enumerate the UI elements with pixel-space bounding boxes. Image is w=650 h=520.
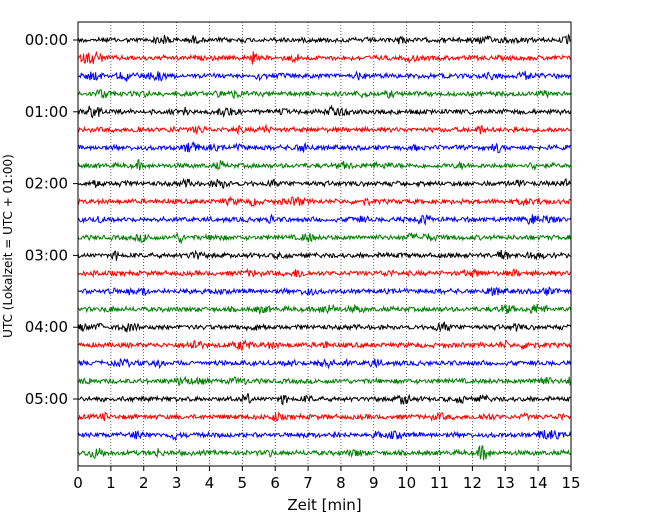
trace-0130 xyxy=(77,141,572,154)
y-tick-label: 05:00 xyxy=(25,390,68,408)
trace-0045 xyxy=(77,88,572,100)
x-tick-label: 12 xyxy=(463,474,482,492)
trace-0230 xyxy=(77,213,572,226)
trace-0430 xyxy=(77,357,572,370)
trace-0300 xyxy=(77,249,571,261)
x-tick-label: 10 xyxy=(397,474,416,492)
trace-0030 xyxy=(77,70,572,82)
seismic-traces xyxy=(77,33,572,461)
trace-0415 xyxy=(77,338,572,352)
trace-0100 xyxy=(77,104,572,119)
trace-0200 xyxy=(77,177,572,189)
trace-0445 xyxy=(77,375,572,387)
trace-0400 xyxy=(77,321,572,333)
y-tick-label: 00:00 xyxy=(25,31,68,49)
trace-0500 xyxy=(77,393,571,406)
trace-0000 xyxy=(77,33,571,45)
x-tick-label: 6 xyxy=(270,474,280,492)
trace-0215 xyxy=(77,195,572,207)
trace-0345 xyxy=(77,303,572,315)
y-axis-ticks: 00:00 01:00 02:00 03:00 04:00 05:00 xyxy=(25,31,78,408)
trace-0515 xyxy=(77,411,572,423)
y-tick-label: 03:00 xyxy=(25,246,68,264)
trace-0015 xyxy=(78,50,572,65)
x-tick-label: 13 xyxy=(496,474,515,492)
x-tick-label: 0 xyxy=(73,474,83,492)
trace-0330 xyxy=(77,286,572,297)
x-tick-label: 3 xyxy=(172,474,182,492)
x-tick-label: 4 xyxy=(205,474,215,492)
y-tick-label: 01:00 xyxy=(25,103,68,121)
x-tick-label: 15 xyxy=(561,474,580,492)
trace-0530 xyxy=(77,429,572,442)
x-tick-label: 11 xyxy=(430,474,449,492)
trace-0315 xyxy=(77,267,572,279)
x-axis-ticks: 0 1 2 3 4 5 6 7 8 9 10 11 12 13 14 15 xyxy=(73,466,581,492)
x-tick-label: 2 xyxy=(139,474,149,492)
y-tick-label: 04:00 xyxy=(25,318,68,336)
trace-0545 xyxy=(77,445,572,461)
x-tick-label: 14 xyxy=(529,474,548,492)
trace-0115 xyxy=(77,123,572,136)
x-tick-label: 1 xyxy=(106,474,116,492)
plot-frame xyxy=(77,21,572,467)
vertical-gridlines xyxy=(110,22,539,466)
trace-0245 xyxy=(77,231,572,245)
trace-0145 xyxy=(77,158,572,172)
x-tick-label: 7 xyxy=(303,474,313,492)
x-tick-label: 5 xyxy=(238,474,248,492)
x-tick-label: 8 xyxy=(336,474,346,492)
x-tick-label: 9 xyxy=(369,474,379,492)
y-tick-label: 02:00 xyxy=(25,175,68,193)
y-axis-label: UTC (Lokalzeit = UTC + 01:00) xyxy=(1,154,15,338)
x-axis-label: Zeit [min] xyxy=(287,496,361,514)
